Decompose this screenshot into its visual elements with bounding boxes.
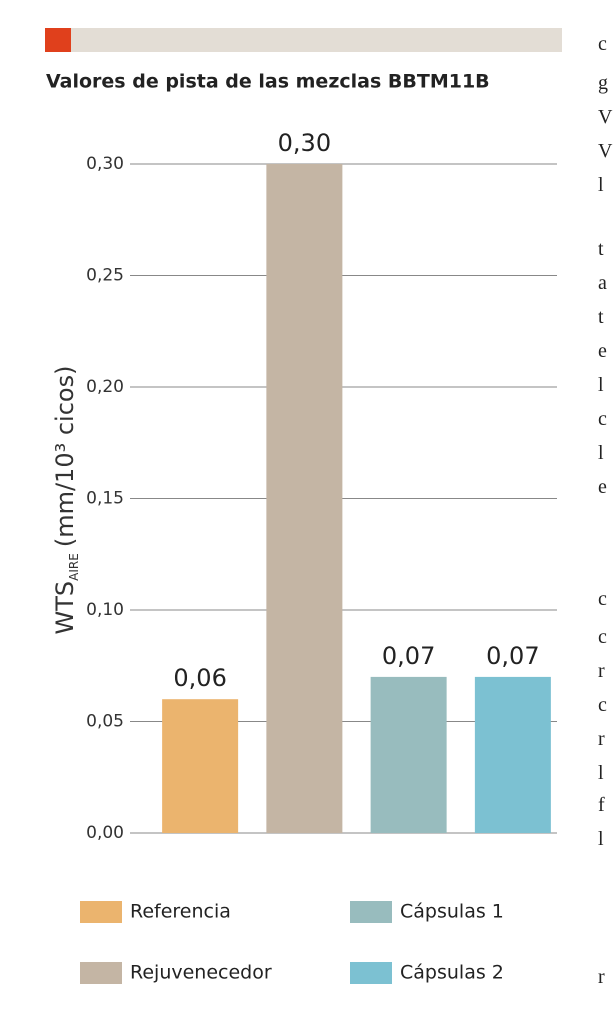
side-text: c	[598, 588, 607, 610]
side-text: r	[598, 660, 605, 682]
value-label: 0,07	[486, 642, 539, 670]
y-label: WTSAIRE (mm/10³ cicos)	[51, 366, 81, 635]
side-text: t	[598, 306, 604, 328]
side-text: e	[598, 340, 607, 362]
y-tick-label: 0,00	[86, 823, 124, 843]
header-bar	[71, 28, 562, 52]
legend-swatch	[80, 901, 122, 923]
legend-swatch	[350, 962, 392, 984]
value-label: 0,07	[382, 642, 435, 670]
y-tick-label: 0,20	[86, 377, 124, 397]
value-label: 0,30	[278, 129, 331, 157]
side-text: r	[598, 728, 605, 750]
side-text: c	[598, 408, 607, 430]
chart-title: Valores de pista de las mezclas BBTM11B	[46, 71, 490, 93]
legend-label: Cápsulas 2	[400, 962, 504, 984]
value-label: 0,06	[173, 664, 226, 692]
bar	[162, 699, 239, 833]
side-text: V	[598, 140, 613, 162]
side-text: l	[598, 762, 604, 784]
legend-swatch	[350, 901, 392, 923]
bar	[474, 676, 551, 833]
legend-swatch	[80, 962, 122, 984]
bar	[266, 164, 343, 833]
side-text: e	[598, 476, 607, 498]
side-text: c	[598, 626, 607, 648]
side-text: f	[598, 794, 605, 816]
chart: Valores de pista de las mezclas BBTM11B …	[45, 28, 562, 984]
legend-label: Rejuvenecedor	[130, 962, 272, 984]
side-text: c	[598, 33, 607, 55]
y-tick-label: 0,30	[86, 154, 124, 174]
side-text: V	[598, 106, 613, 128]
y-label-sub: AIRE	[67, 553, 81, 581]
side-text: l	[598, 828, 604, 850]
side-text: g	[598, 72, 608, 94]
accent-square	[45, 28, 71, 52]
side-text: r	[598, 966, 605, 988]
y-tick-label: 0,25	[86, 266, 124, 286]
side-text: c	[598, 694, 607, 716]
side-text: a	[598, 272, 607, 294]
bar	[370, 676, 447, 833]
y-axis-label: WTSAIRE (mm/10³ cicos)	[51, 366, 81, 635]
y-tick-label: 0,05	[86, 712, 124, 732]
side-text: l	[598, 174, 604, 196]
y-label-unit: (mm/10³ cicos)	[51, 366, 79, 548]
y-tick-label: 0,15	[86, 489, 124, 509]
y-label-main: WTS	[51, 581, 79, 635]
side-text: l	[598, 442, 604, 464]
legend-label: Cápsulas 1	[400, 901, 504, 923]
y-tick-label: 0,10	[86, 600, 124, 620]
side-text: l	[598, 374, 604, 396]
side-text: t	[598, 238, 604, 260]
legend-label: Referencia	[130, 901, 231, 923]
